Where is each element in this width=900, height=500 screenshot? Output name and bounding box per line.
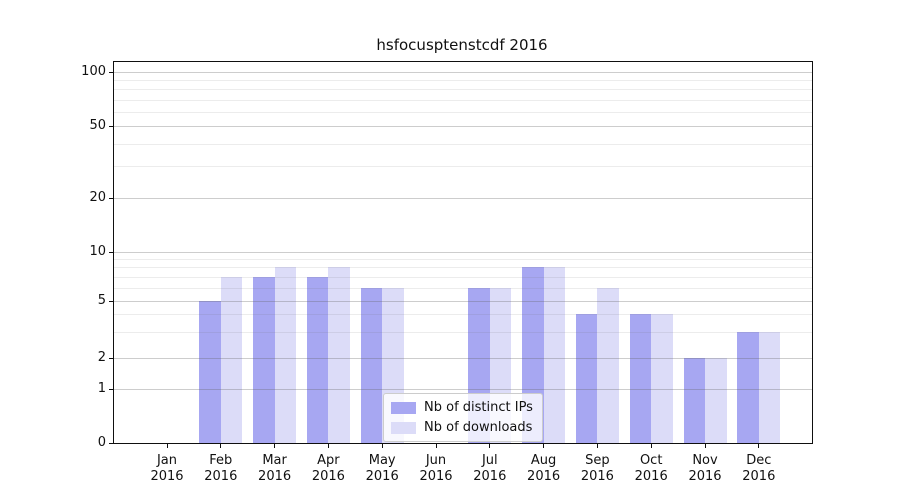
major-gridline-10 — [114, 251, 812, 253]
x-tick-mark-aug — [543, 444, 545, 448]
y-tick-label-5: 5 — [97, 292, 106, 308]
minor-gridline-8 — [114, 267, 812, 269]
x-tick-label-dec: Dec 2016 — [742, 453, 776, 484]
x-tick-label-mar: Mar 2016 — [258, 453, 292, 484]
y-tick-mark-100 — [109, 72, 114, 73]
bar-oct-ips — [629, 314, 652, 443]
y-tick-mark-5 — [109, 300, 114, 302]
y-tick-mark-1 — [109, 389, 114, 390]
legend-row-ips: Nb of distinct IPs — [391, 399, 533, 416]
y-tick-mark-50 — [109, 126, 114, 127]
major-gridline-5 — [114, 300, 812, 302]
x-tick-mark-jun — [435, 444, 437, 448]
x-tick-label-may: May 2016 — [365, 453, 399, 484]
chart-title: hsfocusptenstcdf 2016 — [376, 36, 548, 54]
y-tick-mark-0 — [109, 442, 114, 444]
x-tick-mark-apr — [327, 444, 329, 448]
bar-feb-ips — [199, 300, 221, 443]
x-tick-label-sep: Sep 2016 — [580, 453, 614, 484]
x-tick-label-jun: Jun 2016 — [419, 453, 453, 484]
y-tick-label-20: 20 — [89, 190, 106, 205]
y-tick-mark-10 — [109, 251, 114, 253]
x-tick-label-nov: Nov 2016 — [688, 453, 722, 484]
minor-gridline-30 — [114, 166, 812, 168]
x-tick-mark-mar — [274, 444, 276, 448]
bar-apr-downloads — [328, 267, 350, 443]
minor-gridline-40 — [114, 143, 812, 145]
legend-swatch-ips — [391, 401, 416, 414]
x-tick-label-oct: Oct 2016 — [634, 453, 668, 484]
legend-swatch-downloads — [391, 421, 416, 434]
minor-gridline-60 — [114, 111, 812, 113]
bar-oct-downloads — [651, 314, 673, 443]
x-tick-mark-jul — [489, 444, 491, 448]
x-tick-mark-jan — [166, 444, 168, 448]
y-tick-label-10: 10 — [89, 243, 106, 259]
x-tick-mark-oct — [650, 444, 652, 448]
bar-nov-ips — [683, 357, 705, 443]
legend: Nb of distinct IPs Nb of downloads — [383, 393, 543, 442]
bar-dec-downloads — [758, 332, 781, 443]
legend-label-downloads: Nb of downloads — [424, 420, 533, 435]
x-tick-mark-dec — [758, 444, 760, 448]
minor-gridline-70 — [114, 99, 812, 101]
bar-apr-ips — [306, 276, 329, 443]
x-tick-mark-may — [381, 444, 383, 448]
bar-mar-downloads — [274, 267, 297, 443]
bar-mar-ips — [253, 276, 275, 443]
minor-gridline-80 — [114, 89, 812, 91]
minor-gridline-90 — [114, 80, 812, 82]
x-tick-label-jan: Jan 2016 — [150, 453, 184, 484]
minor-gridline-3 — [114, 332, 812, 334]
major-gridline-1 — [114, 389, 812, 390]
y-tick-label-50: 50 — [89, 118, 106, 133]
bar-sep-downloads — [597, 287, 619, 443]
minor-gridline-9 — [114, 258, 812, 260]
major-gridline-100 — [114, 72, 812, 73]
y-tick-label-0: 0 — [97, 434, 106, 450]
minor-gridline-7 — [114, 276, 812, 278]
major-gridline-20 — [114, 198, 812, 199]
bar-may-ips — [360, 287, 383, 443]
y-tick-label-2: 2 — [97, 349, 106, 365]
y-tick-label-100: 100 — [81, 64, 106, 79]
y-tick-label-1: 1 — [97, 381, 106, 396]
y-tick-mark-20 — [109, 198, 114, 199]
minor-gridline-6 — [114, 287, 812, 289]
x-tick-mark-feb — [220, 444, 222, 448]
bar-dec-ips — [737, 332, 759, 443]
x-tick-mark-sep — [596, 444, 598, 448]
bar-sep-ips — [575, 314, 598, 443]
legend-label-ips: Nb of distinct IPs — [424, 400, 533, 415]
x-tick-label-jul: Jul 2016 — [473, 453, 507, 484]
bar-nov-downloads — [705, 357, 727, 443]
x-tick-label-feb: Feb 2016 — [204, 453, 238, 484]
legend-row-downloads: Nb of downloads — [391, 419, 533, 436]
y-tick-mark-2 — [109, 357, 114, 359]
bar-aug-downloads — [543, 267, 566, 443]
plot-area: 0 1 2 5 10 20 50 100 Jan 2016 Feb 2016 Mar 2016 Apr… — [81, 61, 813, 484]
x-tick-label-apr: Apr 2016 — [311, 453, 345, 484]
bar-feb-downloads — [220, 276, 243, 443]
x-tick-label-aug: Aug 2016 — [527, 453, 561, 484]
x-tick-mark-nov — [704, 444, 706, 448]
major-gridline-50 — [114, 126, 812, 127]
major-gridline-2 — [114, 357, 812, 359]
minor-gridline-4 — [114, 314, 812, 316]
